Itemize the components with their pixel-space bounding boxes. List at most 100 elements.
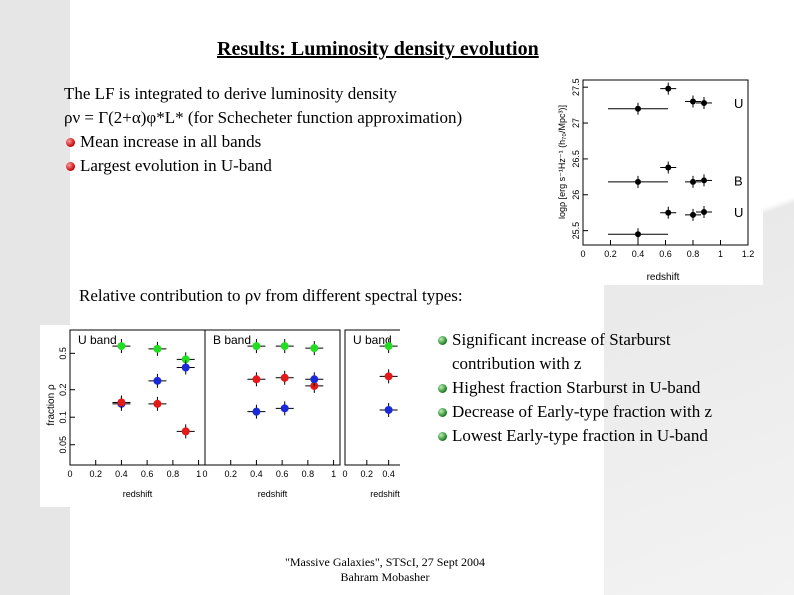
frac-panel-frame: [204, 329, 341, 466]
frac-ytick-label: 0.1: [58, 411, 68, 424]
lum-point: [701, 177, 707, 184]
right-bullet-4: Lowest Early-type fraction in U-band: [452, 426, 708, 445]
lum-point: [635, 105, 641, 112]
frac-panel-label: B band: [213, 333, 251, 347]
frac-point: [117, 342, 126, 351]
frac-point: [153, 344, 162, 353]
lum-xlabel: redshift: [647, 272, 680, 283]
footer-line-1: "Massive Galaxies", STScI, 27 Sept 2004: [284, 555, 486, 569]
lum-point: [635, 231, 641, 238]
frac-point: [310, 344, 319, 353]
frac-point: [384, 342, 393, 351]
lum-point: [665, 85, 672, 92]
lum-xtick-label: 0: [580, 249, 585, 259]
intro-line-2: ρν = Γ(2+α)φ*L* (for Schecheter function…: [64, 108, 463, 127]
frac-point: [384, 372, 393, 381]
intro-bullet-1: Mean increase in all bands: [80, 132, 262, 151]
frac-xtick-label: 0: [67, 469, 72, 479]
bullet-icon: [438, 336, 447, 345]
frac-xtick-label: 0.2: [224, 469, 237, 479]
lum-ytick-label: 26: [571, 190, 581, 200]
frac-panel-label: U band: [353, 333, 392, 347]
frac-xtick-label: 0.4: [382, 469, 395, 479]
frac-ytick-label: 0.05: [58, 436, 68, 454]
right-bullet-3: Decrease of Early-type fraction with z: [452, 402, 713, 421]
lum-point: [665, 164, 672, 171]
frac-xtick-label: 0.4: [250, 469, 263, 479]
frac-ytick-label: 0.2: [58, 383, 68, 396]
frac-point: [280, 342, 289, 351]
lum-point: [635, 178, 641, 185]
frac-point: [181, 427, 190, 436]
lum-xtick-label: 0.6: [659, 249, 672, 259]
frac-xtick-label: 0.4: [115, 469, 128, 479]
lum-point: [690, 211, 696, 218]
lum-xtick-label: 0.4: [632, 249, 645, 259]
lum-point: [665, 209, 672, 216]
relative-heading: Relative contribution to ρν from differe…: [79, 286, 463, 305]
lum-band-label: B: [734, 173, 743, 188]
bullet-icon: [438, 384, 447, 393]
lum-point: [701, 209, 707, 215]
lum-band-label: U: [734, 96, 743, 111]
lum-frame: [582, 79, 749, 246]
right-bullet-1: Significant increase of Starburst: [452, 330, 671, 349]
footer: "Massive Galaxies", STScI, 27 Sept 2004 …: [260, 555, 510, 585]
frac-point: [252, 375, 261, 384]
frac-panel-frame: [344, 329, 400, 466]
frac-point: [280, 373, 289, 382]
frac-xlabel: redshift: [258, 489, 288, 499]
lum-ytick-label: 26.5: [571, 150, 581, 168]
lum-ytick-label: 27: [571, 118, 581, 128]
bullet-icon: [438, 408, 447, 417]
lum-ytick-label: 27.5: [571, 78, 581, 96]
frac-xtick-label: 1: [196, 469, 201, 479]
frac-point: [153, 399, 162, 408]
frac-xtick-label: 1: [331, 469, 336, 479]
lum-ytick-label: 25.5: [571, 222, 581, 240]
footer-line-2: Bahram Mobasher: [340, 570, 430, 584]
frac-point: [280, 404, 289, 413]
lum-point: [690, 178, 696, 185]
lum-xtick-label: 1.2: [742, 249, 755, 259]
frac-xtick-label: 0.2: [89, 469, 102, 479]
lum-band-label: U: [734, 205, 743, 220]
frac-xtick-label: 0: [202, 469, 207, 479]
frac-xtick-label: 0: [342, 469, 347, 479]
frac-point: [181, 363, 190, 372]
bullet-icon: [66, 138, 75, 147]
frac-ytick-label: 0.5: [58, 347, 68, 360]
frac-xtick-label: 0.8: [167, 469, 180, 479]
frac-point: [181, 355, 190, 364]
lum-point: [690, 98, 696, 105]
frac-point: [310, 375, 319, 384]
right-bullet-1-cont: contribution with z: [452, 354, 582, 373]
frac-point: [153, 376, 162, 385]
intro-line-1: The LF is integrated to derive luminosit…: [64, 84, 397, 103]
bullet-icon: [66, 162, 75, 171]
frac-point: [252, 407, 261, 416]
frac-xtick-label: 0.6: [276, 469, 289, 479]
fraction-chart: U band 0 0.2 0.4 0.6 0.8 1 redshift 0.05 0.1 0.2 0.…: [40, 325, 400, 507]
bullet-icon: [438, 432, 447, 441]
lum-xtick-label: 0.8: [687, 249, 700, 259]
lum-xtick-label: 1: [718, 249, 723, 259]
frac-point: [384, 405, 393, 414]
luminosity-density-chart: 0 0.2 0.4 0.6 0.8 1 1.2 25.5 26 26.5 27 27.5 U B U re…: [553, 70, 763, 285]
frac-xlabel: redshift: [370, 489, 400, 499]
right-bullet-2: Highest fraction Starburst in U-band: [452, 378, 701, 397]
intro-bullet-2: Largest evolution in U-band: [80, 156, 272, 175]
frac-panel-label: U band: [78, 333, 117, 347]
frac-ylabel: fraction ρ: [46, 384, 57, 426]
lum-ylabel: logρ [erg s⁻¹Hz⁻¹ (h₇₀/Mpc³)]: [557, 105, 567, 219]
frac-xtick-label: 0.8: [302, 469, 315, 479]
frac-xtick-label: 0.2: [361, 469, 374, 479]
frac-point: [117, 398, 126, 407]
frac-xlabel: redshift: [123, 489, 153, 499]
frac-panel-frame: [69, 329, 206, 466]
lum-point: [701, 99, 707, 106]
lum-xtick-label: 0.2: [604, 249, 617, 259]
frac-point: [252, 342, 261, 351]
slide-title: Results: Luminosity density evolution: [217, 38, 539, 60]
frac-xtick-label: 0.6: [141, 469, 154, 479]
